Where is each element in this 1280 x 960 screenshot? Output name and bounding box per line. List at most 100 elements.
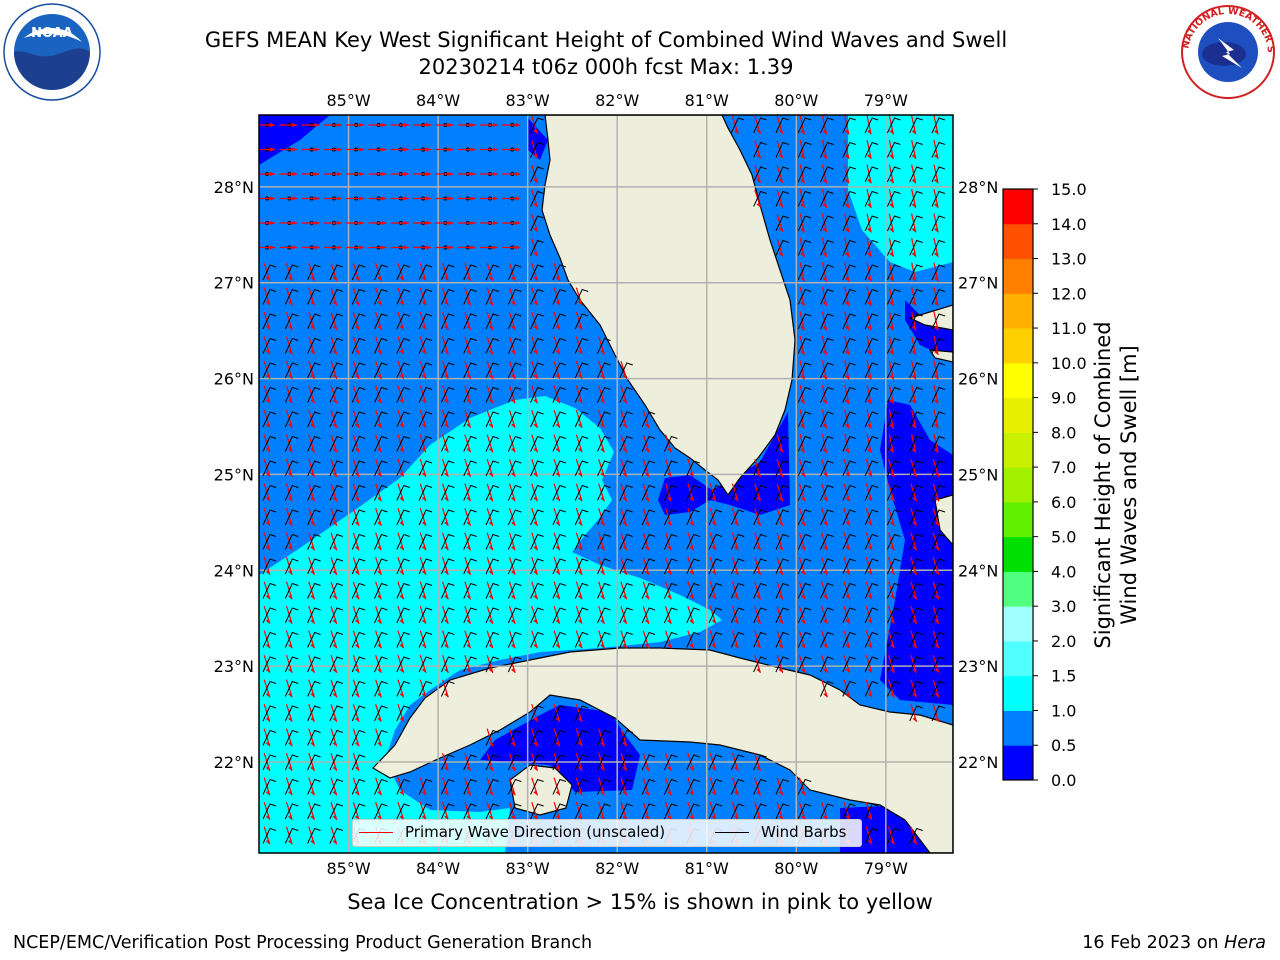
wave-arrow-head (934, 153, 939, 159)
wave-arrow-head (466, 594, 471, 600)
wave-arrow-head (912, 618, 917, 624)
lat-label-right: 27°N (958, 274, 998, 293)
wave-arrow-head (555, 790, 560, 796)
wind-barb (820, 411, 834, 428)
wave-arrow-head (426, 221, 432, 225)
wind-barb (284, 680, 299, 697)
wind-barb (262, 582, 277, 599)
wave-arrow-head (488, 643, 493, 649)
wave-arrow-head (265, 667, 270, 673)
wave-arrow-head (934, 545, 939, 551)
primary-wave-legend-line (359, 832, 393, 833)
wind-barb (619, 484, 633, 501)
wave-arrow-head (822, 374, 827, 380)
wave-arrow-head (265, 790, 270, 796)
wind-barb (574, 533, 589, 550)
wind-barb (307, 288, 321, 305)
wind-barb (663, 631, 678, 648)
wind-barb (463, 558, 477, 575)
wave-arrow-head (332, 594, 337, 600)
wave-arrow-head (756, 765, 761, 771)
wind-barb (797, 558, 812, 575)
wind-barb (463, 582, 477, 599)
wind-barb (552, 386, 567, 403)
wind-barb (820, 460, 834, 477)
wave-arrow-head (555, 349, 560, 355)
wind-barb (329, 803, 344, 820)
wind-barb (284, 264, 299, 281)
wind-barb (820, 582, 834, 599)
wave-arrow-head (377, 545, 382, 551)
colorbar-frame (1002, 188, 1034, 781)
wind-barb (530, 729, 544, 746)
wind-barb (485, 288, 500, 305)
wave-arrow-head (822, 423, 827, 429)
wave-arrow-head (912, 569, 917, 575)
wind-barb (440, 631, 455, 648)
wind-barb (842, 631, 856, 648)
wind-barb (351, 729, 366, 746)
wind-barb (686, 484, 700, 501)
wave-arrow-head (600, 520, 605, 526)
wave-arrow-head (399, 545, 404, 551)
wave-arrow-head (310, 349, 315, 355)
wave-arrow-head (511, 300, 516, 306)
wave-arrow-head (911, 276, 916, 282)
wave-arrow-head (778, 667, 783, 673)
wind-barb (842, 533, 856, 550)
wave-arrow-head (265, 814, 270, 820)
wave-arrow-head (889, 374, 894, 380)
wave-arrow-head (515, 221, 521, 225)
wind-barb (284, 313, 299, 330)
wave-arrow-head (644, 569, 649, 575)
wave-arrow-head (421, 471, 426, 477)
wave-arrow-head (288, 398, 293, 404)
wind-barb (842, 141, 856, 158)
wave-arrow-head (822, 202, 827, 208)
wind-barb (597, 411, 611, 428)
wind-barb (374, 607, 388, 624)
wind-barb (485, 803, 500, 820)
wind-barb (418, 411, 433, 428)
wave-arrow-head (488, 471, 493, 477)
wind-barb (507, 362, 522, 379)
wave-arrow-head (310, 765, 315, 771)
wave-arrow-head (844, 423, 849, 429)
wave-arrow-head (622, 471, 627, 477)
wind-barb (284, 288, 299, 305)
wind-barb (351, 460, 366, 477)
wind-barb (574, 337, 589, 354)
wave-arrow-head (622, 545, 627, 551)
wave-arrow-head (332, 471, 337, 477)
wind-barb (463, 337, 477, 354)
wind-barb (530, 460, 544, 477)
wind-barb (530, 582, 544, 599)
wave-arrow-head (600, 790, 605, 796)
wave-arrow-head (533, 741, 538, 747)
wave-arrow-head (270, 123, 275, 127)
wave-arrow-head (911, 398, 916, 404)
wind-barb (396, 288, 410, 305)
wind-barb (574, 631, 589, 648)
wave-arrow-head (867, 520, 872, 526)
wind-barb (418, 656, 433, 673)
wind-barb (864, 484, 879, 501)
wind-barb (842, 386, 856, 403)
wind-barb (374, 460, 388, 477)
wave-arrow-head (332, 373, 337, 379)
wave-arrow-head (845, 471, 850, 477)
wave-arrow-head (444, 471, 449, 477)
wave-arrow-head (756, 202, 761, 208)
wave-arrow-head (488, 496, 493, 502)
wind-barb (463, 509, 477, 526)
wave-arrow-head (488, 545, 493, 551)
wave-arrow-head (756, 814, 761, 820)
wave-arrow-head (355, 618, 360, 624)
wave-arrow-head (444, 643, 449, 649)
wave-arrow-head (314, 147, 320, 152)
wave-arrow-head (493, 245, 498, 250)
wave-arrow-head (288, 349, 293, 355)
wave-arrow-head (265, 594, 270, 600)
wind-barb (842, 509, 856, 526)
wave-arrow-head (822, 276, 827, 282)
